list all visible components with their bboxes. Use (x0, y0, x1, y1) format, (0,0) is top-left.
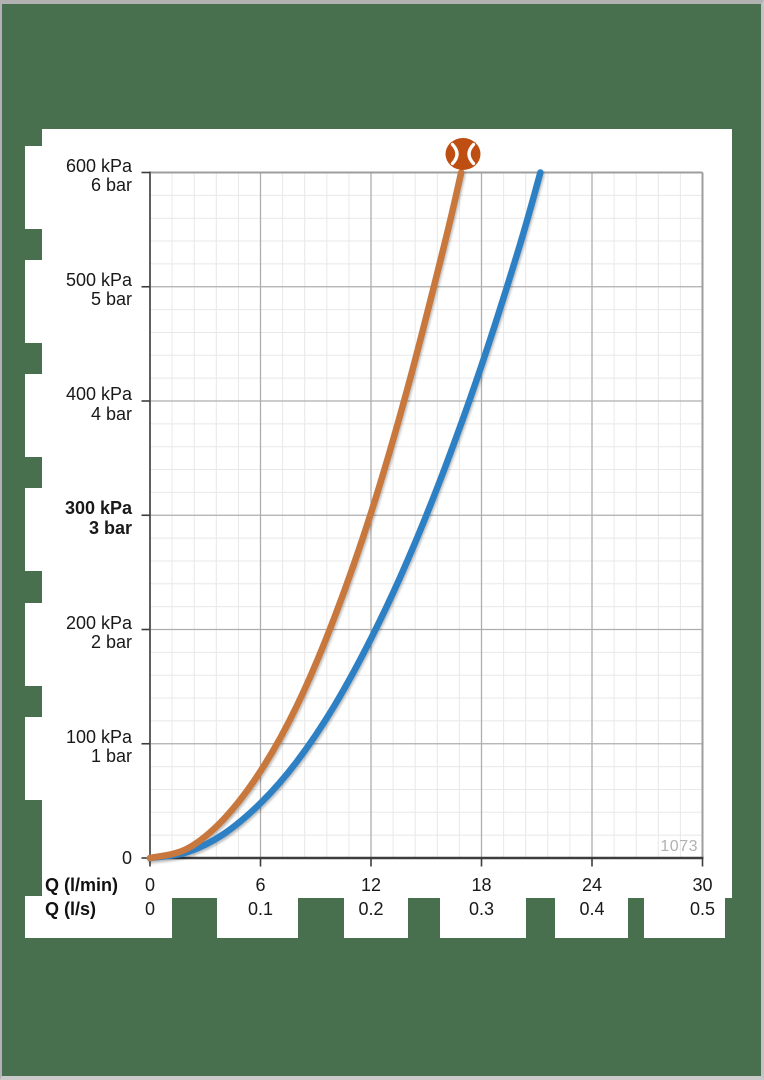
chart-paper (42, 129, 732, 898)
logo-glyph (450, 142, 459, 166)
y-label-bar: 2 bar (90, 632, 132, 652)
y-label-kpa: 100 kPa (65, 726, 132, 747)
x-value-label: 0 (144, 875, 155, 895)
y-axis-label-500: 500 kPa 5 bar (12, 269, 132, 310)
y-axis-label-400: 400 kPa 4 bar (12, 384, 132, 424)
y-label-bar: 3 bar (88, 517, 132, 538)
y-label-kpa: 200 kPa (65, 612, 132, 633)
hansgrohe-logo (445, 138, 481, 170)
y-label-kpa: 500 kPa (65, 269, 132, 290)
y-label-bar: 6 bar (90, 175, 132, 195)
diagram-number: 1073 (660, 838, 698, 855)
x-value-label: 18 (471, 875, 492, 895)
y-label-background (25, 716, 42, 800)
x-value-label: 6 (255, 875, 266, 895)
y-label-background (25, 374, 42, 457)
x-label-background (217, 896, 298, 938)
x-value-label: 30 (692, 875, 713, 895)
x-label-background (25, 896, 172, 938)
y-label-background (25, 488, 42, 572)
y-axis-label-200: 200 kPa 2 bar (12, 612, 132, 653)
x-value-label: 0.3 (468, 899, 495, 919)
y-label-background (25, 145, 42, 229)
y-label-kpa: 400 kPa (65, 384, 132, 404)
y-label-kpa: 300 kPa (64, 498, 132, 519)
y-axis-label-600: 600 kPa 6 bar (12, 155, 132, 196)
x-value-label: 0.5 (689, 899, 716, 919)
y-axis-label-300: 300 kPa 3 bar (12, 499, 132, 538)
y-axis-label-100: 100 kPa 1 bar (12, 726, 132, 767)
x-value-label: 12 (360, 875, 382, 895)
x-value-label: 0.2 (358, 899, 384, 919)
y-axis-zero-label: 0 (121, 848, 132, 868)
x-value-label: 0.1 (247, 899, 274, 919)
y-label-bar: 4 bar (90, 403, 132, 424)
x-value-label: 24 (581, 875, 603, 895)
x-axis-title-lmin: Q (l/min) (45, 875, 118, 895)
curve-blue (146, 169, 544, 862)
x-label-background (440, 896, 526, 938)
x-label-background (344, 896, 408, 938)
x-value-label: 0.4 (579, 899, 605, 919)
x-axis-title-ls: Q (l/s) (45, 899, 97, 919)
y-label-bar: 5 bar (90, 289, 132, 310)
major-gridlines (150, 172, 703, 858)
x-value-label: 0 (144, 899, 155, 919)
curve-orange (146, 169, 465, 862)
x-label-background (644, 896, 725, 938)
y-label-bar: 1 bar (90, 746, 132, 767)
y-label-kpa: 600 kPa (65, 155, 132, 176)
logo-ellipse (445, 138, 481, 170)
flow-curves (146, 169, 544, 862)
x-label-background (555, 896, 628, 938)
y-label-background (25, 259, 42, 343)
logo-glyph (467, 142, 476, 166)
y-label-background (25, 602, 42, 686)
